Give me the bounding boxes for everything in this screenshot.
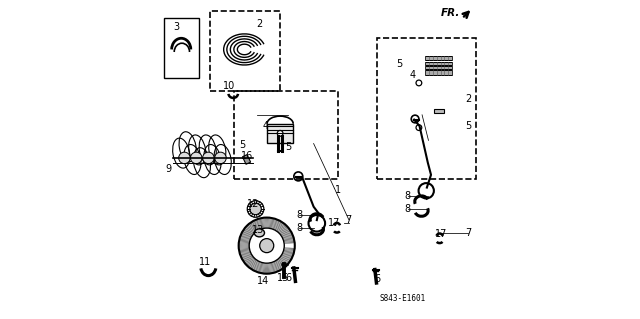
Circle shape xyxy=(191,152,202,164)
Text: 11: 11 xyxy=(199,256,211,267)
Text: 14: 14 xyxy=(257,276,269,286)
Text: 4: 4 xyxy=(410,70,415,80)
Circle shape xyxy=(179,152,190,164)
Text: 15: 15 xyxy=(277,272,289,283)
Bar xyxy=(434,109,444,113)
Bar xyxy=(234,91,337,179)
Circle shape xyxy=(215,152,226,164)
Text: 17: 17 xyxy=(435,229,447,240)
Circle shape xyxy=(203,152,214,164)
Text: 13: 13 xyxy=(252,225,264,235)
Text: 6: 6 xyxy=(285,272,291,283)
Circle shape xyxy=(277,130,283,136)
Text: 6: 6 xyxy=(374,274,381,284)
Text: 5: 5 xyxy=(239,140,245,150)
Bar xyxy=(425,66,452,69)
Circle shape xyxy=(250,203,261,215)
Text: 9: 9 xyxy=(165,164,172,174)
Text: 8: 8 xyxy=(404,191,411,201)
Bar xyxy=(210,11,280,91)
Text: S843-E1601: S843-E1601 xyxy=(380,294,426,303)
Bar xyxy=(267,124,293,143)
Text: 10: 10 xyxy=(223,81,236,91)
Text: 17: 17 xyxy=(328,218,340,228)
Text: 8: 8 xyxy=(404,204,411,214)
Text: 5: 5 xyxy=(285,142,291,152)
Bar xyxy=(378,38,476,179)
Text: 8: 8 xyxy=(296,210,302,220)
Text: 7: 7 xyxy=(465,228,472,238)
Bar xyxy=(425,70,452,75)
Text: FR.: FR. xyxy=(441,8,460,18)
Text: 5: 5 xyxy=(397,59,403,69)
Text: 16: 16 xyxy=(241,151,253,161)
Text: 4: 4 xyxy=(262,121,269,131)
Circle shape xyxy=(260,239,274,253)
Text: 12: 12 xyxy=(247,199,259,209)
Text: 2: 2 xyxy=(256,19,262,29)
Bar xyxy=(243,155,251,164)
Text: 3: 3 xyxy=(173,22,179,32)
Text: 8: 8 xyxy=(296,223,302,233)
Text: 2: 2 xyxy=(465,94,472,104)
Bar xyxy=(425,62,452,65)
Text: 5: 5 xyxy=(465,121,472,131)
Bar xyxy=(164,18,199,78)
Bar xyxy=(425,56,452,60)
Ellipse shape xyxy=(254,229,264,237)
Text: 1: 1 xyxy=(335,185,340,195)
Text: 7: 7 xyxy=(346,215,352,225)
